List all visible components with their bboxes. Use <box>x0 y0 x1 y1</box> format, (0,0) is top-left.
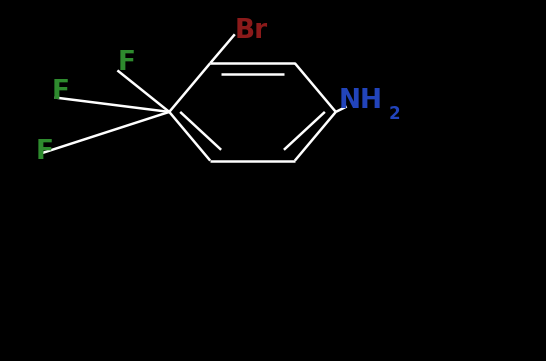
Text: F: F <box>52 79 70 105</box>
Text: Br: Br <box>235 18 268 44</box>
Text: F: F <box>117 50 135 76</box>
Text: F: F <box>35 139 54 165</box>
Text: NH: NH <box>339 88 383 114</box>
Text: 2: 2 <box>389 105 400 123</box>
